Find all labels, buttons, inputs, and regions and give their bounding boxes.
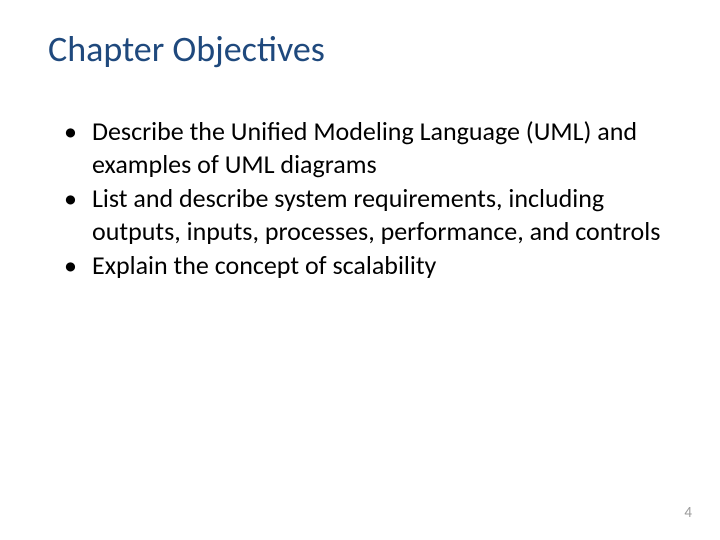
objectives-list: Describe the Unified Modeling Language (…	[48, 115, 672, 282]
slide-container: Chapter Objectives Describe the Unified …	[0, 0, 720, 540]
list-item: List and describe system requirements, i…	[64, 182, 672, 247]
slide-title: Chapter Objectives	[48, 28, 672, 71]
list-item: Explain the concept of scalability	[64, 249, 672, 282]
list-item: Describe the Unified Modeling Language (…	[64, 115, 672, 180]
page-number: 4	[684, 504, 692, 522]
